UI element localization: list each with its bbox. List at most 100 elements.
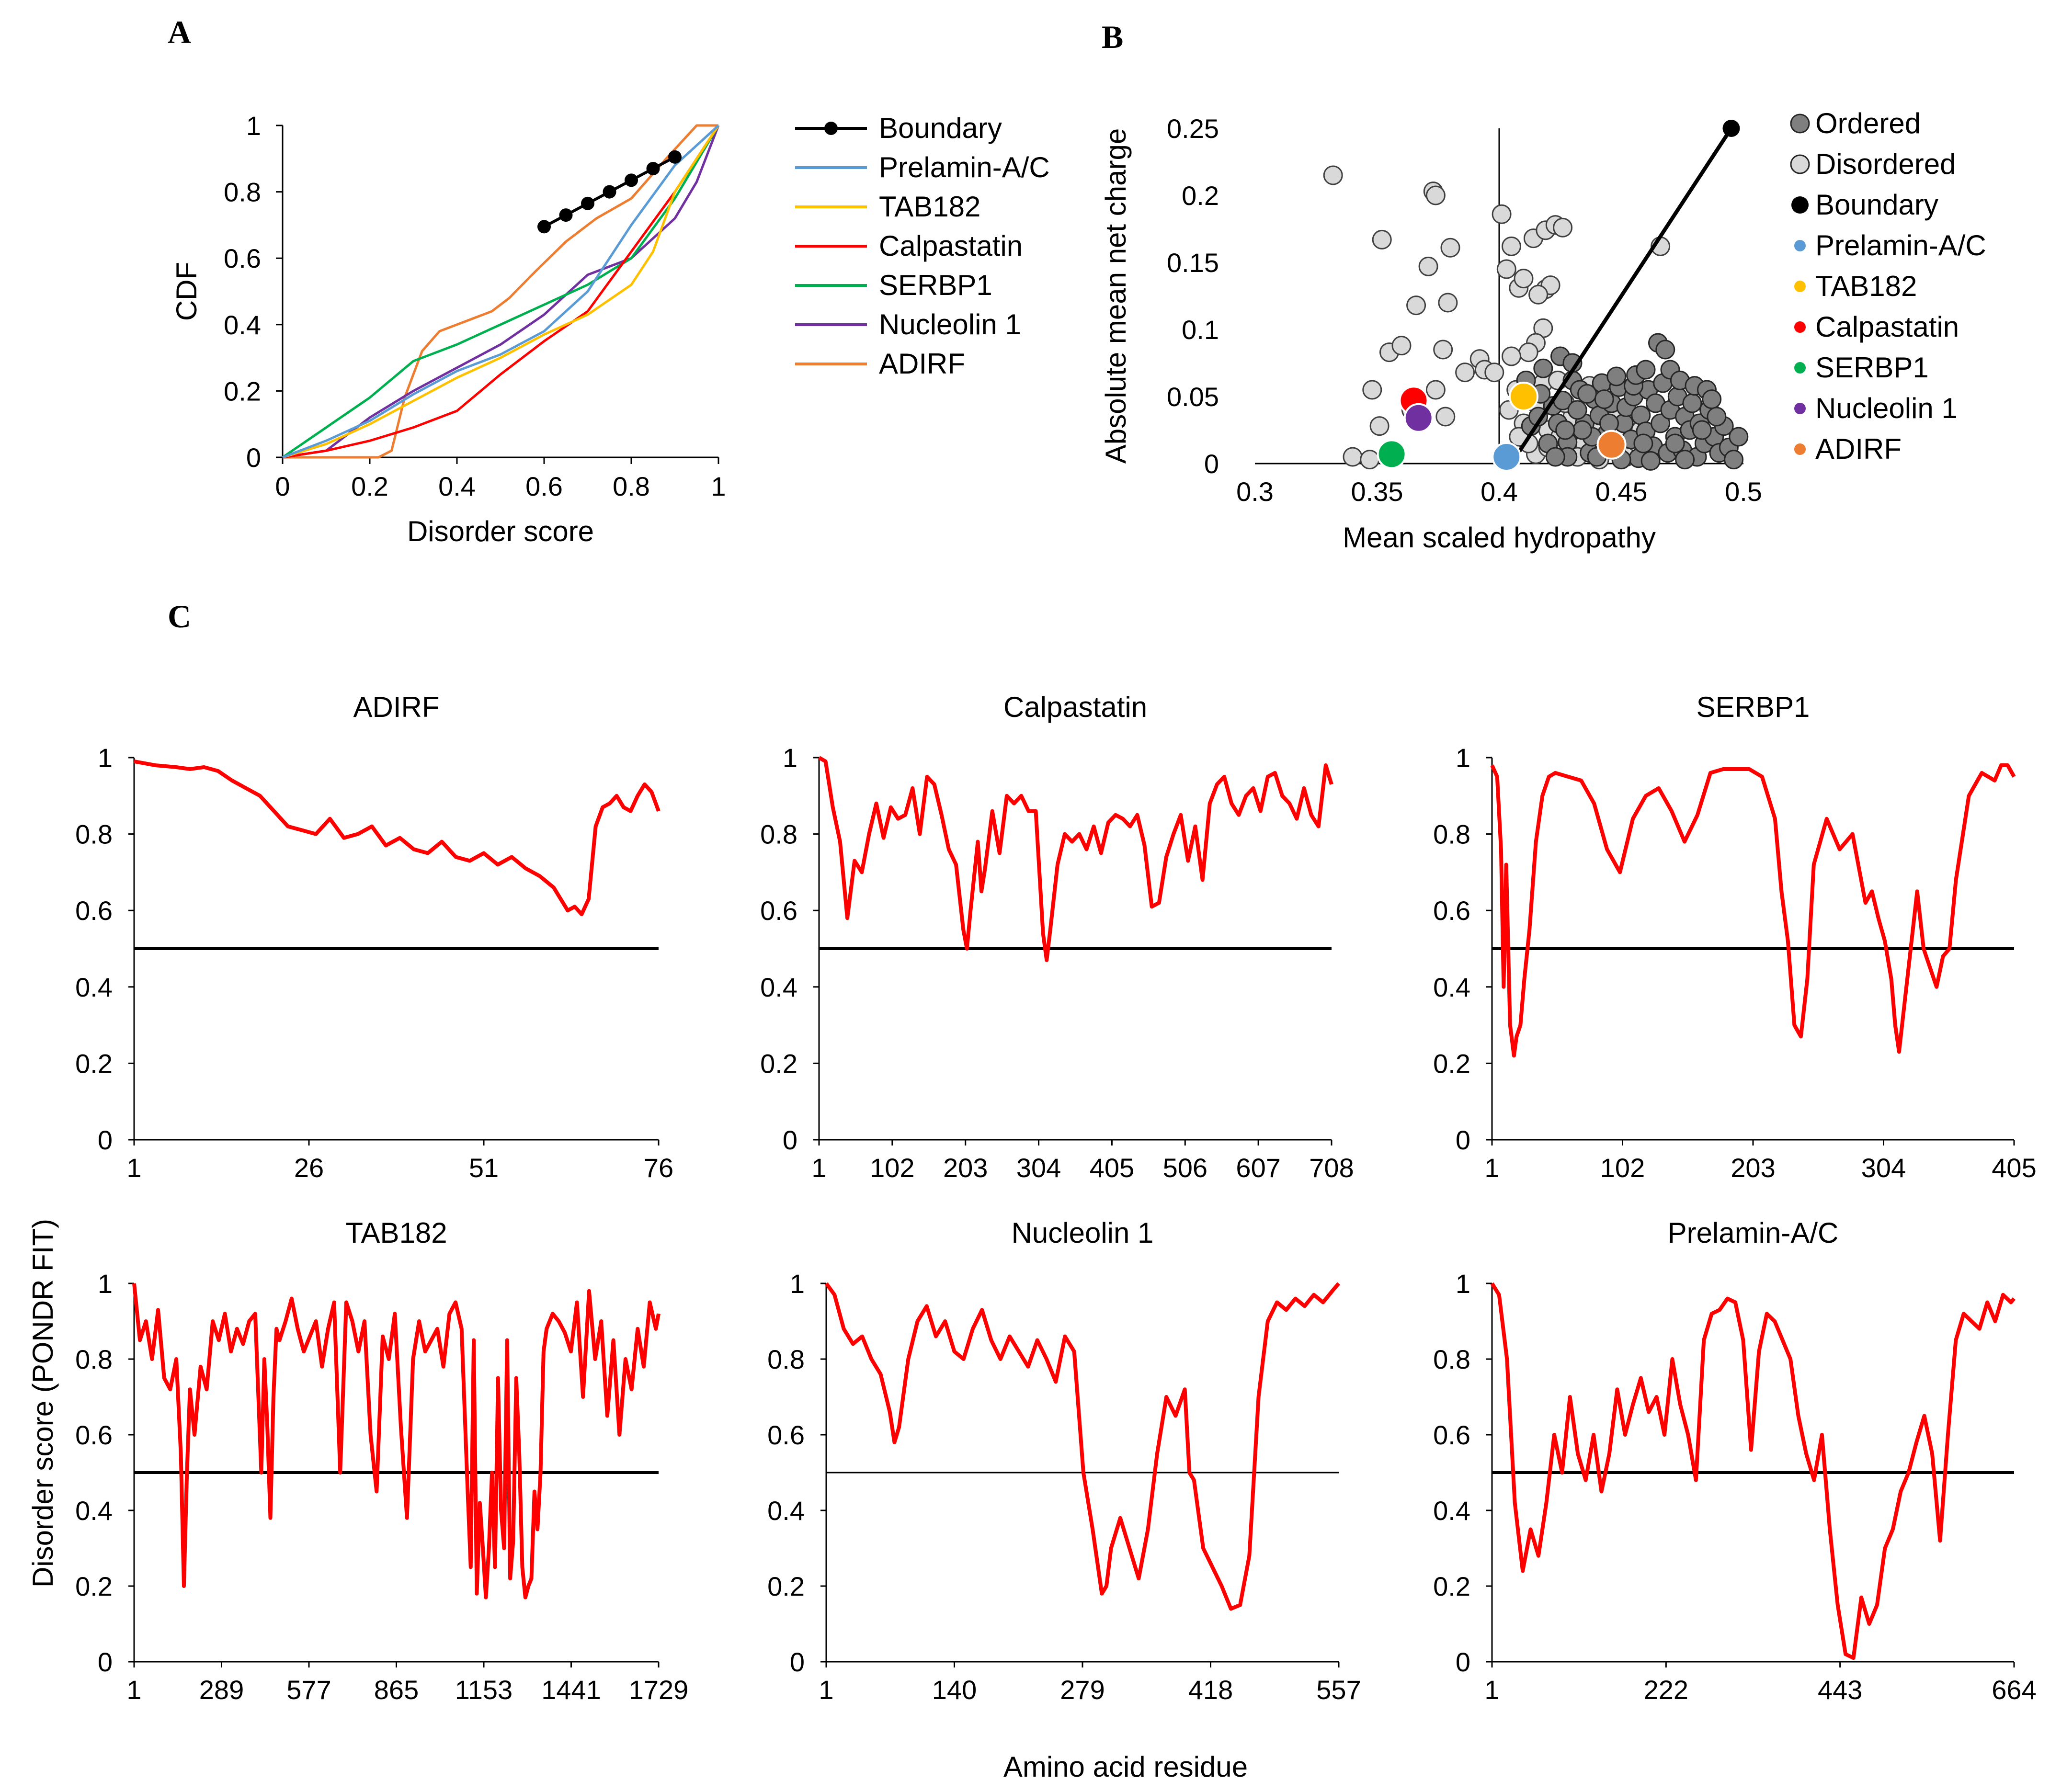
b-ordered-point bbox=[1665, 433, 1685, 454]
b-ordered-point bbox=[1572, 420, 1592, 440]
b-ordered-point bbox=[1594, 389, 1614, 409]
b-legend-label-serbp1: SERBP1 bbox=[1815, 352, 1929, 384]
b-boundary-line bbox=[1510, 127, 1733, 465]
b-x-tick-label: 0.35 bbox=[1351, 476, 1403, 507]
b-disordered-point bbox=[1438, 293, 1458, 313]
b-ordered-point bbox=[1631, 405, 1651, 425]
panel-letter-a: A bbox=[168, 14, 191, 50]
c-serbp1-title: SERBP1 bbox=[1697, 691, 1810, 723]
chart-b-charge-hydropathy: 0.3 0.35 0.4 0.45 0.5 0 0.05 0.1 0.15 0.2 0.25 Mean… bbox=[1100, 107, 1986, 554]
b-legend-marker-adirf bbox=[1794, 443, 1806, 455]
c-adirf-x-tick-label: 76 bbox=[644, 1153, 673, 1183]
b-x-tick-label: 0.3 bbox=[1236, 476, 1274, 507]
a-y-tick-label: 1 bbox=[246, 111, 261, 141]
c-nucleolin-1-x-tick-label: 279 bbox=[1060, 1675, 1105, 1705]
c-prelamin-a-c-y-tick-label: 0 bbox=[1456, 1647, 1470, 1677]
b-point-serbp1 bbox=[1377, 439, 1407, 469]
a-boundary-point bbox=[603, 185, 616, 199]
c-serbp1-plot: SERBP1 0 0.2 0.4 0.6 0.8 1 1 102 203 304 405 bbox=[1433, 691, 2037, 1183]
c-calpastatin-x-tick-label: 405 bbox=[1090, 1153, 1134, 1183]
a-boundary-point bbox=[537, 220, 551, 234]
a-legend-label-nucleolin-1: Nucleolin 1 bbox=[879, 308, 1021, 340]
a-x-tick-label: 0.6 bbox=[525, 471, 563, 501]
b-x-tick-label: 0.4 bbox=[1481, 476, 1518, 507]
c-tab182-title: TAB182 bbox=[345, 1217, 447, 1249]
c-calpastatin-y-tick-label: 0.4 bbox=[760, 972, 797, 1002]
c-prelamin-a-c-plot: Prelamin-A/C 0 0.2 0.4 0.6 0.8 1 1 222 443 664 bbox=[1433, 1217, 2037, 1705]
a-x-axis-label: Disorder score bbox=[407, 515, 594, 547]
c-serbp1-y-tick-label: 0 bbox=[1456, 1125, 1470, 1155]
b-ordered-point bbox=[1675, 450, 1695, 470]
c-tab182-plot: TAB182 0 0.2 0.4 0.6 0.8 1 1 289 577 865 1153 1441 17… bbox=[75, 1217, 688, 1705]
a-boundary-point bbox=[581, 196, 594, 210]
c-calpastatin-y-tick-label: 0.6 bbox=[760, 896, 797, 926]
b-y-axis-label: Absolute mean net charge bbox=[1100, 128, 1132, 464]
c-nucleolin-1-plot: Nucleolin 1 0 0.2 0.4 0.6 0.8 1 1 140 279 418 557 bbox=[767, 1217, 1361, 1705]
b-legend-label-adirf: ADIRF bbox=[1815, 433, 1902, 465]
a-x-tick-label: 0.4 bbox=[438, 471, 476, 501]
b-disordered-point bbox=[1433, 340, 1453, 360]
c-serbp1-y-tick-label: 1 bbox=[1456, 743, 1470, 773]
a-legend-label-serbp1: SERBP1 bbox=[879, 269, 992, 301]
b-disordered-point bbox=[1502, 236, 1521, 256]
c-serbp1-x-tick-label: 304 bbox=[1861, 1153, 1906, 1183]
c-x-axis-label: Amino acid residue bbox=[1003, 1751, 1248, 1783]
b-ordered-point bbox=[1682, 393, 1702, 413]
b-legend-label-boundary: Boundary bbox=[1815, 189, 1938, 221]
b-x-tick-label: 0.45 bbox=[1595, 476, 1648, 507]
b-legend-marker-prelamin-a-c bbox=[1794, 240, 1806, 251]
c-calpastatin-x-tick-label: 607 bbox=[1236, 1153, 1280, 1183]
b-y-tick-label: 0.1 bbox=[1182, 315, 1219, 345]
c-serbp1-y-tick-label: 0.8 bbox=[1433, 819, 1470, 850]
c-adirf-x-tick-label: 1 bbox=[126, 1153, 141, 1183]
a-x-tick-label: 0 bbox=[275, 471, 290, 501]
c-calpastatin-x-tick-label: 102 bbox=[870, 1153, 914, 1183]
a-series-adirf bbox=[283, 124, 718, 459]
a-y-tick-label: 0.8 bbox=[224, 177, 261, 207]
b-legend-label-disordered: Disordered bbox=[1815, 148, 1956, 180]
b-ordered-point bbox=[1724, 450, 1744, 470]
panel-letter-b: B bbox=[1102, 19, 1123, 55]
c-nucleolin-1-x-tick-label: 1 bbox=[819, 1675, 833, 1705]
c-calpastatin-y-tick-label: 0 bbox=[783, 1125, 797, 1155]
c-nucleolin-1-title: Nucleolin 1 bbox=[1012, 1217, 1154, 1249]
c-prelamin-a-c-profile-line bbox=[1490, 1282, 2016, 1660]
c-calpastatin-y-tick-label: 1 bbox=[783, 743, 797, 773]
b-ordered-point bbox=[1636, 360, 1656, 380]
b-legend-label-nucleolin-1: Nucleolin 1 bbox=[1815, 392, 1958, 424]
b-disordered-point bbox=[1553, 217, 1573, 238]
b-disordered-point bbox=[1362, 380, 1382, 400]
c-calpastatin-x-tick-label: 203 bbox=[943, 1153, 988, 1183]
c-calpastatin-profile-line bbox=[818, 756, 1333, 962]
b-legend-label-ordered: Ordered bbox=[1815, 107, 1921, 139]
c-tab182-x-tick-label: 1729 bbox=[629, 1675, 689, 1705]
c-adirf-y-tick-label: 0.2 bbox=[75, 1048, 113, 1078]
b-disordered-point bbox=[1425, 185, 1446, 205]
c-nucleolin-1-profile-line bbox=[824, 1282, 1341, 1611]
c-serbp1-y-tick-label: 0.2 bbox=[1433, 1048, 1470, 1078]
c-adirf-y-tick-label: 0.6 bbox=[75, 896, 113, 926]
c-tab182-x-tick-label: 289 bbox=[199, 1675, 244, 1705]
c-prelamin-a-c-y-tick-label: 0.4 bbox=[1433, 1496, 1470, 1526]
c-calpastatin-x-tick-label: 304 bbox=[1016, 1153, 1061, 1183]
a-series-tab182 bbox=[282, 125, 720, 459]
c-adirf-plot: ADIRF 0 0.2 0.4 0.6 0.8 1 1 26 51 76 bbox=[75, 691, 673, 1183]
b-disordered-point bbox=[1492, 204, 1512, 224]
b-ordered-point bbox=[1651, 413, 1671, 433]
c-nucleolin-1-x-tick-label: 557 bbox=[1316, 1675, 1361, 1705]
b-disordered-point bbox=[1518, 342, 1538, 363]
b-point-nucleolin-1 bbox=[1403, 403, 1434, 433]
c-adirf-y-tick-label: 1 bbox=[98, 743, 113, 773]
b-disordered-point bbox=[1369, 416, 1389, 436]
b-x-tick-label: 0.5 bbox=[1725, 476, 1762, 507]
c-tab182-x-tick-label: 1 bbox=[126, 1675, 141, 1705]
c-nucleolin-1-x-tick-label: 418 bbox=[1188, 1675, 1233, 1705]
b-disordered-point bbox=[1360, 450, 1380, 470]
c-prelamin-a-c-x-tick-label: 664 bbox=[1992, 1675, 2036, 1705]
chart-c-disorder-profiles: ADIRF 0 0.2 0.4 0.6 0.8 1 1 26 51 76 Calpastatin 0 0.… bbox=[75, 691, 2037, 1705]
b-legend-marker-ordered bbox=[1790, 113, 1810, 134]
a-y-tick-label: 0.6 bbox=[224, 243, 261, 273]
c-serbp1-x-tick-label: 1 bbox=[1484, 1153, 1499, 1183]
b-ordered-point bbox=[1599, 413, 1619, 433]
